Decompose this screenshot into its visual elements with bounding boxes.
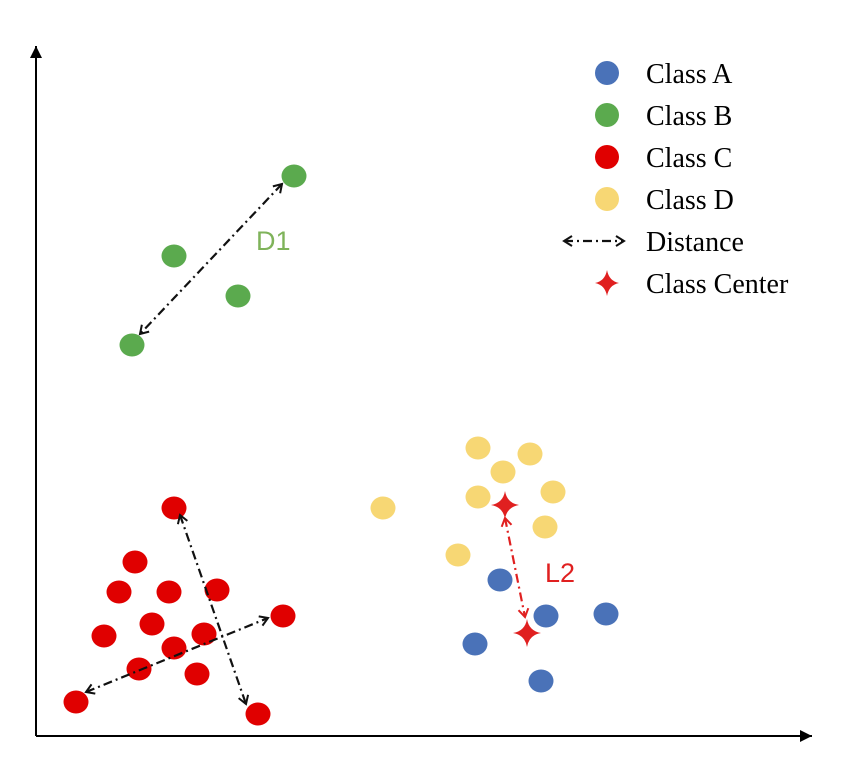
class-d-point-4 — [465, 485, 491, 509]
class-c-point-2 — [122, 550, 148, 574]
class-c-point-1 — [161, 496, 187, 520]
class-a-points — [462, 568, 619, 693]
legend-class-a-marker — [595, 61, 619, 85]
distance-d1-arrow — [138, 182, 284, 336]
legend-class-a-label: Class A — [646, 59, 733, 90]
class-d-center-star — [491, 491, 519, 519]
class-b-points — [119, 164, 307, 357]
class-a-point-3 — [593, 602, 619, 626]
class-d-point-5 — [540, 480, 566, 504]
distance-c-horizontal-arrow — [84, 615, 270, 695]
class-c-point-12 — [270, 604, 296, 628]
class-b-point-2 — [161, 244, 187, 268]
class-d-point-7 — [445, 543, 471, 567]
legend-class-center-label: Class Center — [646, 269, 789, 300]
class-c-point-7 — [91, 624, 117, 648]
legend-class-c-marker — [595, 145, 619, 169]
class-centers — [491, 491, 541, 647]
class-a-point-4 — [462, 632, 488, 656]
legend-class-c-label: Class C — [646, 143, 732, 174]
legend-class-b-label: Class B — [646, 101, 732, 132]
class-d-point-8 — [370, 496, 396, 520]
class-d-points — [370, 436, 566, 567]
class-c-point-5 — [204, 578, 230, 602]
class-c-point-10 — [126, 657, 152, 681]
class-a-point-1 — [487, 568, 513, 592]
legend-class-d-label: Class D — [646, 185, 734, 216]
class-d-point-3 — [490, 460, 516, 484]
legend: Class A Class B Class C Class D Distance… — [562, 59, 789, 300]
legend-distance-label: Distance — [646, 227, 744, 258]
class-c-point-4 — [156, 580, 182, 604]
distance-arrows — [84, 182, 530, 706]
class-c-point-11 — [184, 662, 210, 686]
class-a-point-2 — [533, 604, 559, 628]
distance-l2-arrow — [500, 516, 530, 619]
legend-class-center-marker — [595, 270, 619, 296]
class-c-point-13 — [63, 690, 89, 714]
d1-label: D1 — [256, 226, 291, 256]
legend-class-b-marker — [595, 103, 619, 127]
class-c-point-14 — [245, 702, 271, 726]
class-d-point-2 — [517, 442, 543, 466]
axes — [30, 46, 812, 742]
class-b-point-1 — [281, 164, 307, 188]
legend-class-d-marker — [595, 187, 619, 211]
class-b-point-3 — [225, 284, 251, 308]
class-d-point-6 — [532, 515, 558, 539]
class-c-point-6 — [139, 612, 165, 636]
class-a-center-star — [513, 619, 541, 647]
class-d-point-1 — [465, 436, 491, 460]
class-c-point-3 — [106, 580, 132, 604]
class-a-point-5 — [528, 669, 554, 693]
class-c-point-9 — [191, 622, 217, 646]
class-b-point-4 — [119, 333, 145, 357]
l2-label: L2 — [545, 558, 575, 588]
class-c-points — [63, 496, 296, 726]
